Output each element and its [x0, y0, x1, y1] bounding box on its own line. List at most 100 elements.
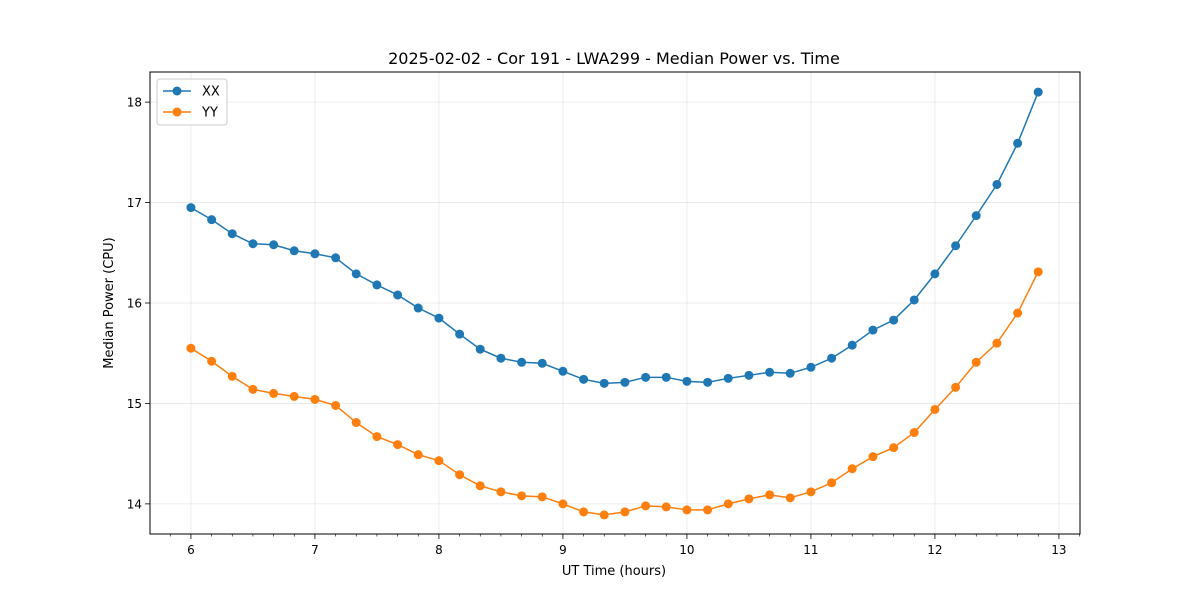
series-yy-point [992, 338, 1002, 348]
series-xx-point [579, 374, 589, 384]
series-yy-point [537, 492, 547, 502]
series-xx-point [455, 329, 465, 339]
series-xx-point [496, 353, 506, 363]
x-tick-label: 6 [187, 543, 195, 557]
series-yy-point [847, 464, 857, 474]
y-axis-label: Median Power (CPU) [102, 237, 117, 368]
y-tick-label: 18 [127, 96, 142, 110]
series-yy-point [310, 394, 320, 404]
series-yy-point [620, 507, 630, 517]
series-yy-point [703, 505, 713, 515]
x-tick-label: 11 [803, 543, 818, 557]
x-tick-label: 12 [927, 543, 942, 557]
x-tick-label: 9 [559, 543, 567, 557]
series-xx-point [248, 239, 258, 249]
series-yy-point [599, 510, 609, 520]
series-xx-point [992, 179, 1002, 189]
series-xx-point [744, 370, 754, 380]
series-yy-point [744, 494, 754, 504]
series-xx-point [868, 325, 878, 335]
series-xx-point [186, 203, 196, 213]
series-yy-point [351, 418, 361, 428]
series-xx-point [847, 340, 857, 350]
series-xx-point [269, 240, 279, 250]
grid [150, 72, 1080, 534]
series-xx-point [289, 246, 299, 256]
series-xx-point [641, 372, 651, 382]
series-yy-point [186, 343, 196, 353]
series-xx-point [827, 353, 837, 363]
series-xx-point [393, 290, 403, 300]
series-xx-point [971, 211, 981, 221]
series-xx-point [806, 362, 816, 372]
x-tick-label: 10 [679, 543, 694, 557]
series-yy-point [971, 357, 981, 367]
series-xx-point [703, 377, 713, 387]
x-axis-label: UT Time (hours) [562, 564, 666, 579]
series-xx-point [207, 215, 217, 225]
series-yy-point [723, 499, 733, 509]
series-xx-point [1033, 87, 1043, 97]
series-xx-point [930, 269, 940, 279]
series-yy-point [641, 501, 651, 511]
series-xx-point [620, 377, 630, 387]
series-xx-point [558, 366, 568, 376]
series-xx-point [1013, 138, 1023, 148]
series-yy-point [661, 502, 671, 512]
series-yy-point [372, 432, 382, 442]
series-yy-point [434, 456, 444, 466]
y-tick-label: 16 [127, 297, 142, 311]
x-tick-label: 13 [1051, 543, 1066, 557]
series-yy-point [785, 493, 795, 503]
chart-title: 2025-02-02 - Cor 191 - LWA299 - Median P… [388, 49, 840, 68]
series-xx-point [765, 367, 775, 377]
y-tick-label: 14 [127, 497, 142, 511]
series-yy-point [496, 487, 506, 497]
legend-xx-marker [172, 86, 182, 96]
series-xx-point [723, 373, 733, 383]
series-layer [186, 87, 1043, 520]
series-yy-point [930, 404, 940, 414]
series-yy-point [868, 452, 878, 462]
series-xx-point [682, 376, 692, 386]
series-xx-point [372, 280, 382, 290]
series-yy-point [289, 391, 299, 401]
series-xx-point [310, 249, 320, 259]
series-yy-point [475, 481, 485, 491]
series-yy-point [1033, 267, 1043, 277]
legend-yy-marker [172, 107, 182, 117]
y-tick-label: 15 [127, 397, 142, 411]
legend: XX YY [156, 78, 228, 126]
series-yy-point [579, 507, 589, 517]
series-yy-point [248, 384, 258, 394]
series-yy-point [517, 491, 527, 501]
series-yy-point [827, 478, 837, 488]
x-tick-label: 8 [435, 543, 443, 557]
legend-xx-label: XX [202, 85, 220, 100]
series-yy-point [331, 400, 341, 410]
series-xx-point [909, 295, 919, 305]
series-xx-point [517, 357, 527, 367]
y-tick-label: 17 [127, 196, 142, 210]
series-xx-point [475, 344, 485, 354]
series-xx-point [951, 241, 961, 251]
legend-yy-label: YY [201, 106, 218, 121]
series-yy-point [806, 487, 816, 497]
series-yy-point [455, 470, 465, 480]
series-xx-point [413, 303, 423, 313]
series-yy-point [909, 428, 919, 438]
series-yy-point [558, 499, 568, 509]
series-xx-point [331, 253, 341, 263]
series-xx-point [889, 315, 899, 325]
series-xx-point [537, 358, 547, 368]
series-yy-point [1013, 308, 1023, 318]
series-yy-point [682, 505, 692, 515]
series-xx-point [661, 372, 671, 382]
series-xx-point [785, 368, 795, 378]
series-yy-point [269, 388, 279, 398]
series-yy-point [207, 356, 217, 366]
series-xx-point [599, 378, 609, 388]
series-xx-line [190, 91, 1039, 385]
series-yy-point [765, 490, 775, 500]
